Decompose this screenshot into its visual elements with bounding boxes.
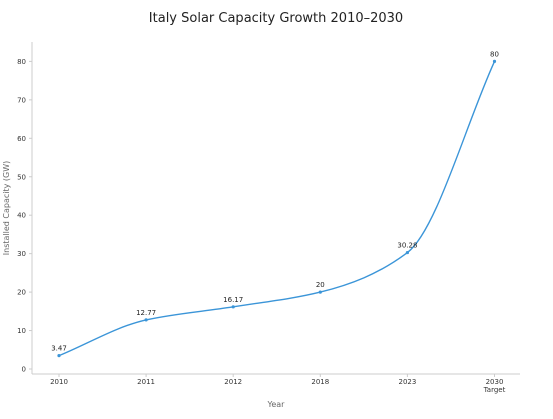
chart-title: Italy Solar Capacity Growth 2010–2030 xyxy=(149,11,403,26)
data-label: 80 xyxy=(490,50,499,58)
data-label: 30.28 xyxy=(397,242,417,250)
data-labels: 3.47 12.77 16.17 20 30.28 80 xyxy=(51,50,499,352)
x-axis-title: Year xyxy=(267,400,286,409)
data-point xyxy=(144,318,148,322)
x-tick-label: 2023 xyxy=(398,378,416,386)
y-axis-title: Installed Capacity (GW) xyxy=(2,161,11,255)
data-label: 16.17 xyxy=(223,296,243,304)
y-tick-label: 50 xyxy=(17,173,26,181)
series-line xyxy=(58,61,496,357)
data-label: 12.77 xyxy=(136,309,156,317)
x-tick-sublabel: Target xyxy=(483,386,506,394)
data-point xyxy=(57,354,61,358)
y-tick-label: 70 xyxy=(17,96,26,104)
y-axis-ticks: 0 10 20 30 40 50 60 70 80 xyxy=(17,58,32,374)
x-tick-label: 2012 xyxy=(224,378,242,386)
data-point xyxy=(405,250,409,255)
y-tick-label: 30 xyxy=(17,250,26,258)
y-tick-label: 10 xyxy=(17,327,26,335)
y-tick-label: 0 xyxy=(22,366,26,374)
x-tick-label: 2030 xyxy=(486,378,504,386)
y-tick-label: 40 xyxy=(17,212,26,220)
series-layer xyxy=(57,59,497,358)
data-point xyxy=(492,59,497,64)
data-point xyxy=(231,305,235,309)
data-point xyxy=(318,290,322,294)
x-tick-label: 2010 xyxy=(50,378,68,386)
y-tick-label: 20 xyxy=(17,289,26,297)
data-label: 20 xyxy=(316,281,325,289)
y-tick-label: 80 xyxy=(17,58,26,66)
x-tick-label: 2011 xyxy=(137,378,155,386)
y-tick-label: 60 xyxy=(17,135,26,143)
x-tick-label: 2018 xyxy=(311,378,329,386)
data-label: 3.47 xyxy=(51,345,67,353)
